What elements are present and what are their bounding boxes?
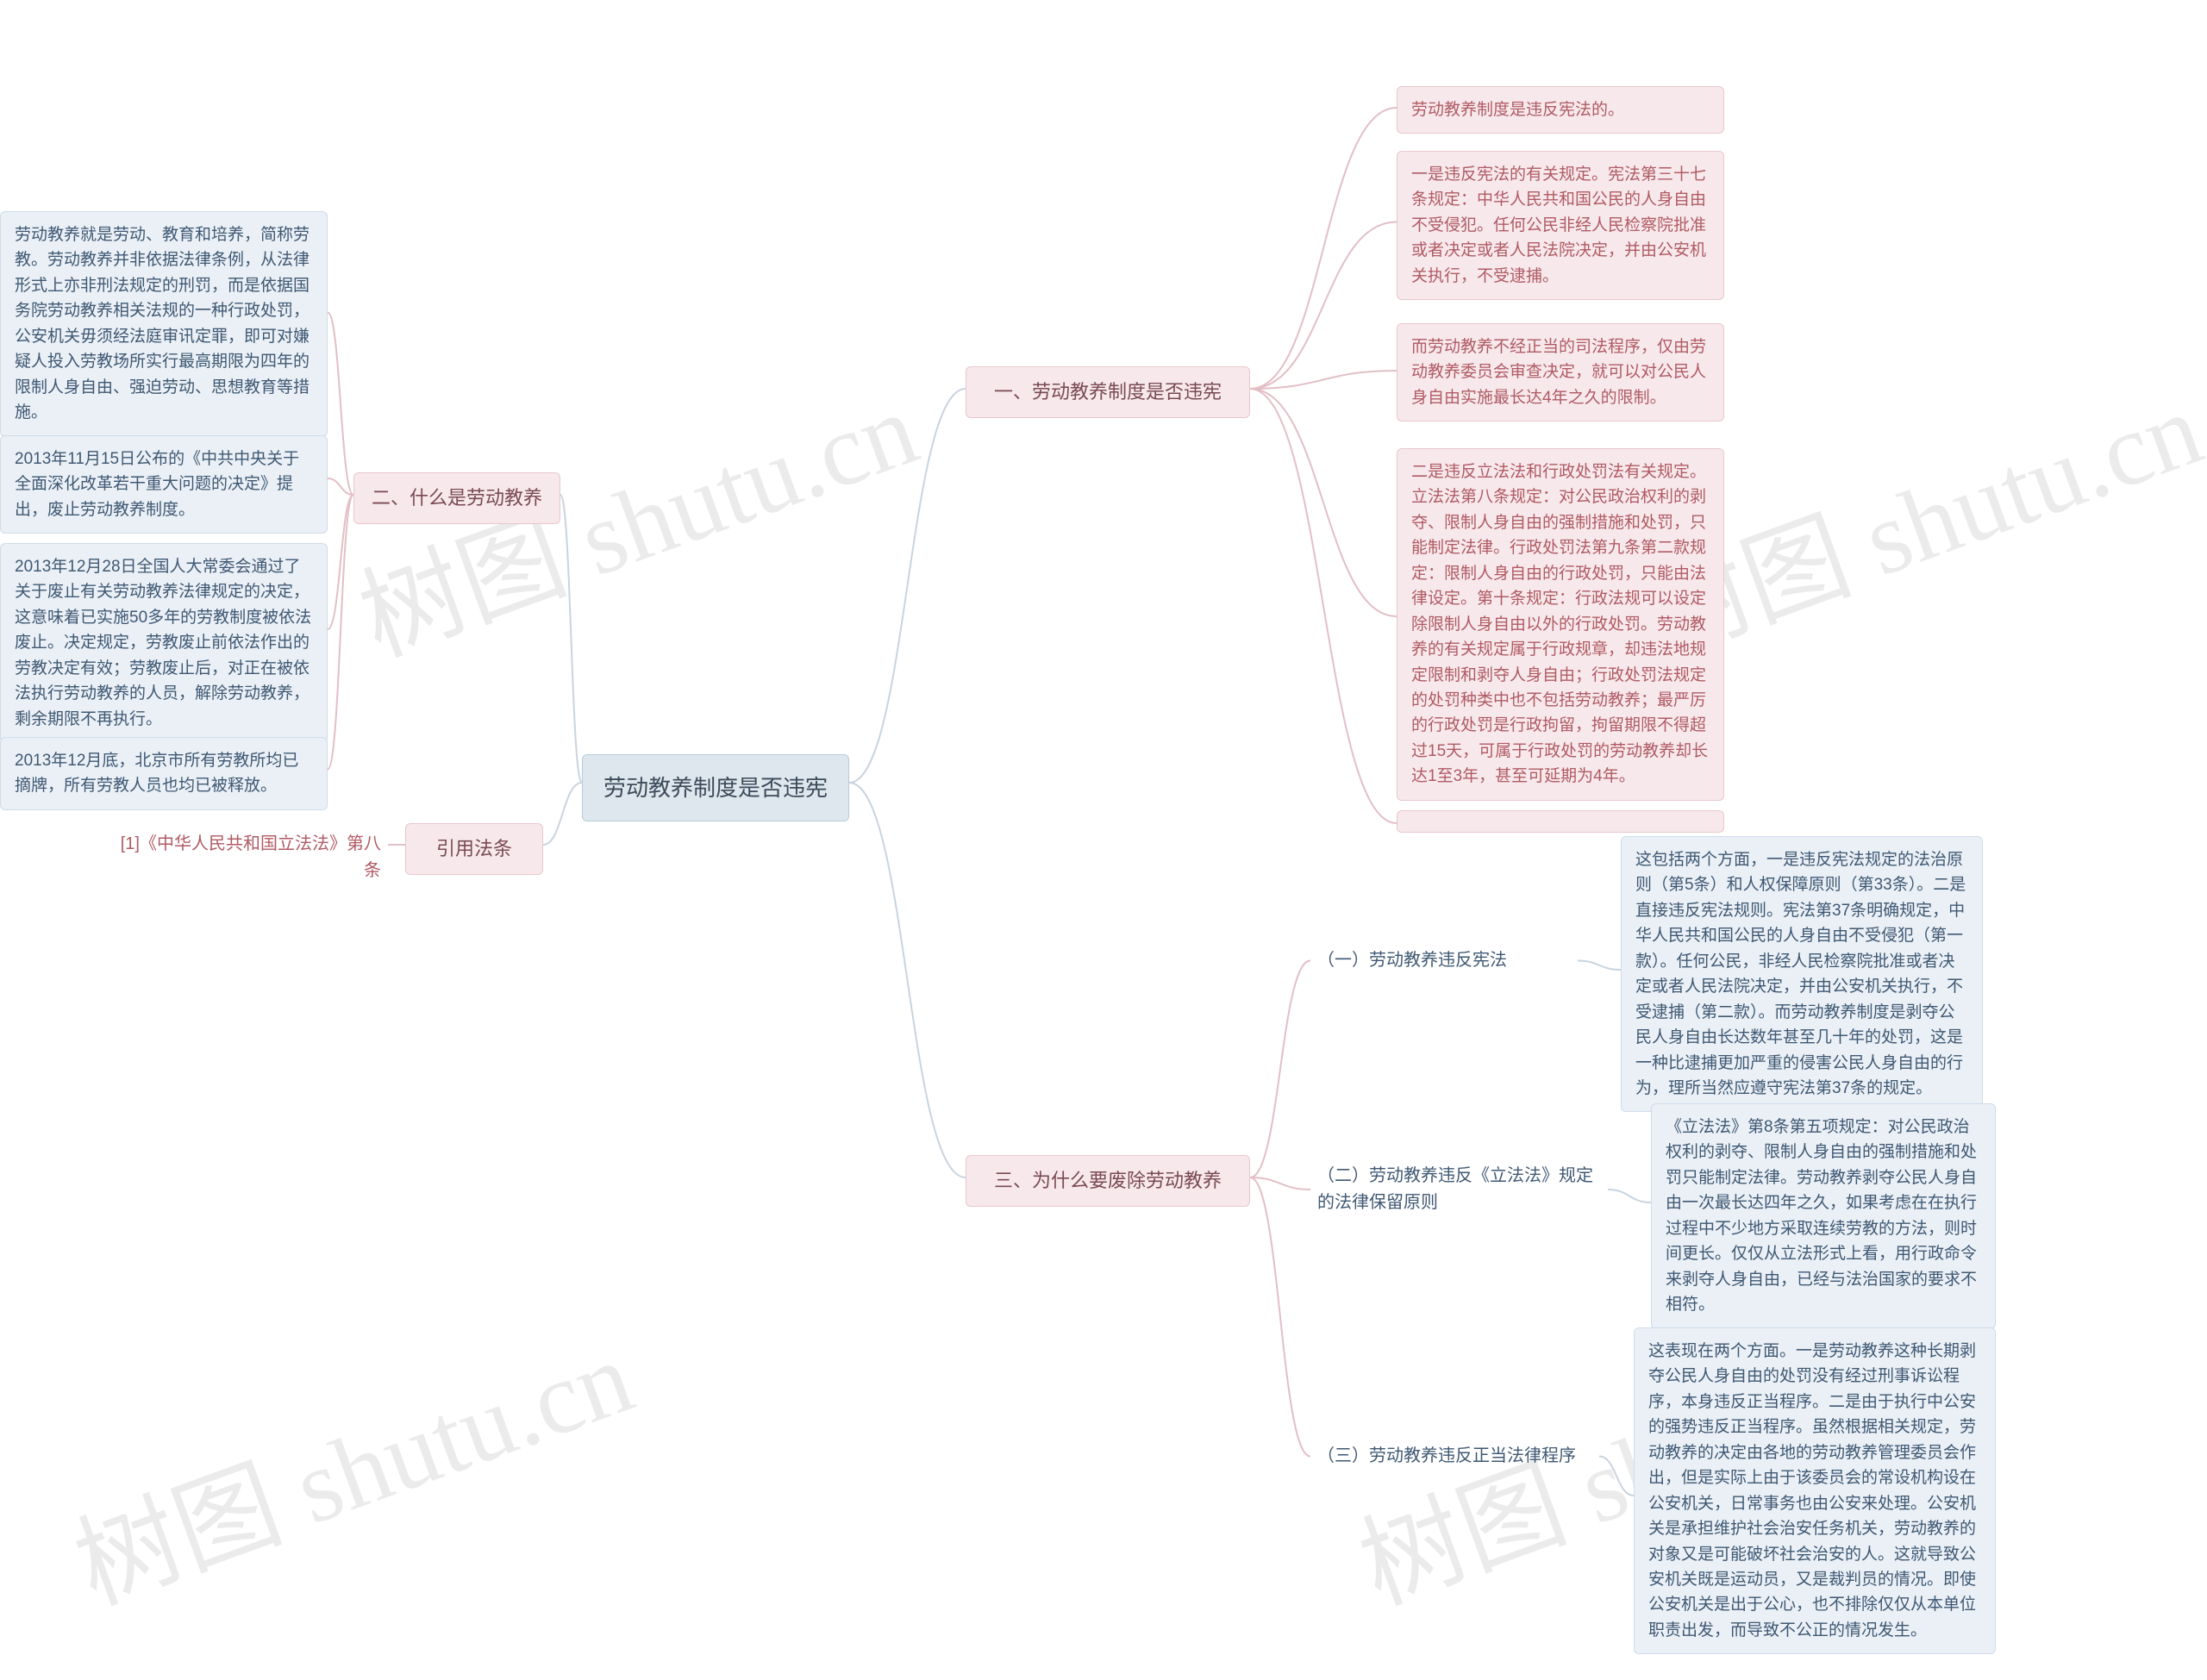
branch-1-leaf-2[interactable]: 一是违反宪法的有关规定。宪法第三十七条规定：中华人民共和国公民的人身自由不受侵犯… bbox=[1397, 151, 1724, 300]
connector bbox=[560, 495, 582, 783]
connector bbox=[1250, 389, 1397, 616]
branch-3-child-2-label[interactable]: （二）劳动教养违反《立法法》规定的法律保留原则 bbox=[1310, 1159, 1608, 1220]
connector bbox=[328, 478, 353, 495]
branch-1-leaf-1[interactable]: 劳动教养制度是违反宪法的。 bbox=[1397, 86, 1724, 134]
branch-3-child-2-leaf[interactable]: 《立法法》第8条第五项规定：对公民政治权利的剥夺、限制人身自由的强制措施和处罚只… bbox=[1651, 1103, 1996, 1329]
branch-2-title[interactable]: 二、什么是劳动教养 bbox=[353, 472, 560, 524]
branch-4-title[interactable]: 引用法条 bbox=[405, 823, 543, 875]
branch-4-leaf-1[interactable]: [1]《中华人民共和国立法法》第八条 bbox=[112, 828, 388, 888]
connector bbox=[1599, 1457, 1634, 1496]
connector bbox=[1250, 1177, 1310, 1190]
branch-1-leaf-3[interactable]: 而劳动教养不经正当的司法程序，仅由劳动教养委员会审查决定，就可以对公民人身自由实… bbox=[1397, 323, 1724, 422]
connector bbox=[1578, 961, 1621, 971]
branch-3-child-1-leaf[interactable]: 这包括两个方面，一是违反宪法规定的法治原则（第5条）和人权保障原则（第33条）。… bbox=[1621, 836, 1983, 1112]
connector bbox=[849, 783, 966, 1177]
branch-1-leaf-4[interactable]: 二是违反立法法和行政处罚法有关规定。立法法第八条规定：对公民政治权利的剥夺、限制… bbox=[1397, 448, 1724, 801]
connector bbox=[328, 495, 353, 629]
connector bbox=[328, 495, 353, 770]
root-node[interactable]: 劳动教养制度是否违宪 bbox=[582, 754, 849, 821]
branch-3-child-3-label[interactable]: （三）劳动教养违反正当法律程序 bbox=[1310, 1440, 1599, 1473]
branch-1-spacer bbox=[1397, 810, 1724, 833]
branch-2-leaf-4[interactable]: 2013年12月底，北京市所有劳教所均已摘牌，所有劳教人员也均已被释放。 bbox=[0, 737, 328, 810]
branch-2-leaf-2[interactable]: 2013年11月15日公布的《中共中央关于全面深化改革若干重大问题的决定》提出，… bbox=[0, 435, 328, 534]
connector bbox=[1250, 222, 1397, 390]
mindmap-canvas: { "canvas": { "width": 2560, "height": 1… bbox=[0, 0, 2207, 1680]
watermark: 树图 shutu.cn bbox=[52, 1293, 648, 1633]
connector bbox=[849, 389, 966, 783]
connector bbox=[543, 783, 582, 845]
connector bbox=[1250, 1177, 1310, 1457]
branch-1-title[interactable]: 一、劳动教养制度是否违宪 bbox=[966, 366, 1250, 418]
branch-3-child-1-label[interactable]: （一）劳动教养违反宪法 bbox=[1310, 944, 1578, 977]
branch-3-child-3-leaf[interactable]: 这表现在两个方面。一是劳动教养这种长期剥夺公民人身自由的处罚没有经过刑事诉讼程序… bbox=[1634, 1327, 1996, 1654]
branch-3-title[interactable]: 三、为什么要废除劳动教养 bbox=[966, 1155, 1250, 1207]
branch-2-leaf-3[interactable]: 2013年12月28日全国人大常委会通过了关于废止有关劳动教养法律规定的决定，这… bbox=[0, 543, 328, 743]
connector bbox=[1250, 961, 1310, 1178]
connector bbox=[1250, 389, 1397, 823]
connector bbox=[1608, 1190, 1651, 1202]
connector bbox=[1250, 108, 1397, 389]
branch-2-leaf-1[interactable]: 劳动教养就是劳动、教育和培养，简称劳教。劳动教养并非依据法律条例，从法律形式上亦… bbox=[0, 211, 328, 437]
connector bbox=[1250, 371, 1397, 389]
connector bbox=[328, 313, 353, 496]
